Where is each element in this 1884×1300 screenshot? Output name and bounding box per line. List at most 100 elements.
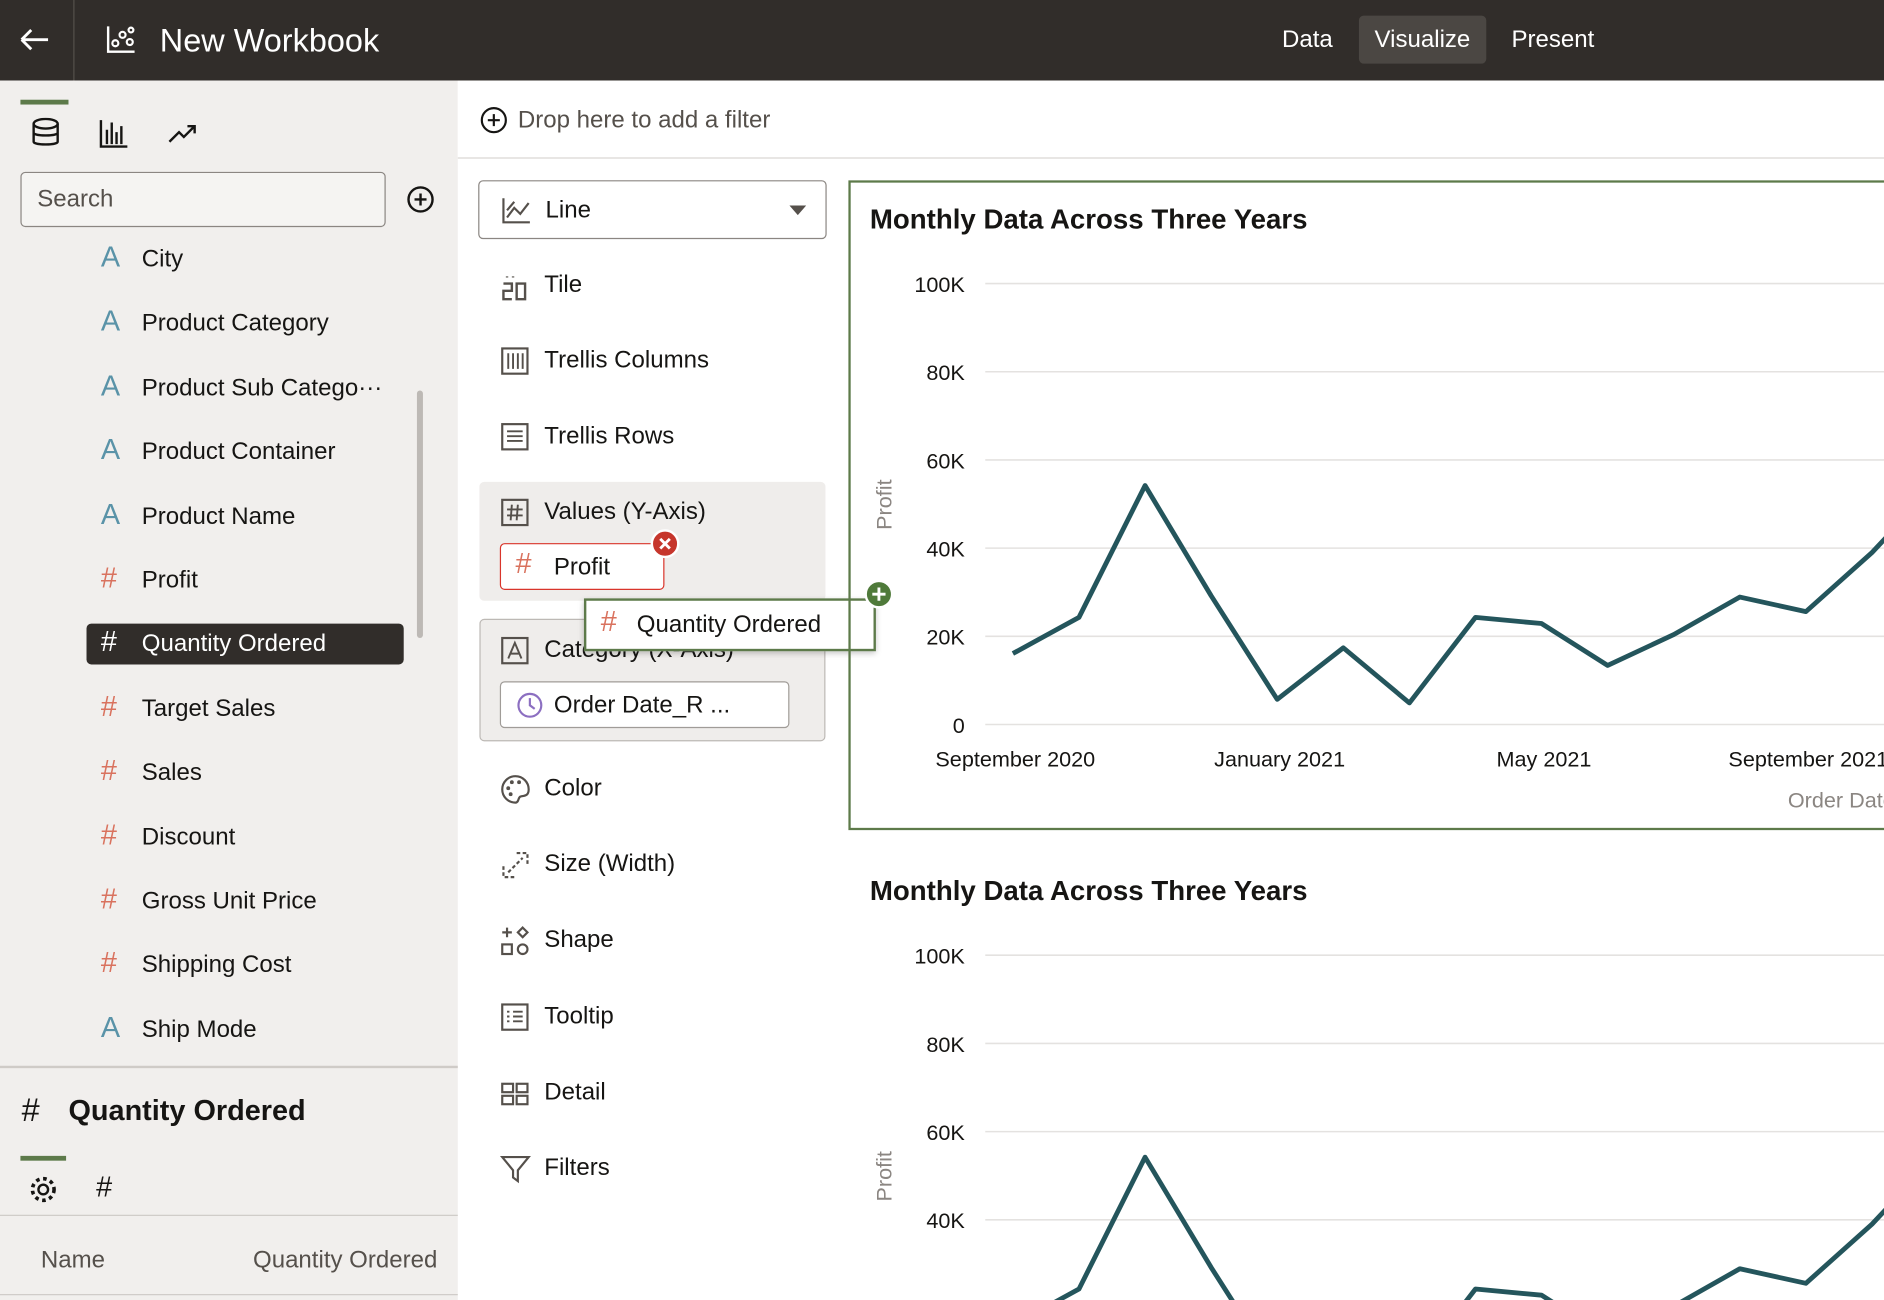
- field-item[interactable]: # Gross Unit Price: [87, 881, 404, 922]
- field-list: A City A Product Category A Product Sub Categ…: [0, 237, 458, 1066]
- y-tick-label: 60K: [926, 1120, 965, 1145]
- y-axis-label: Profit: [872, 479, 897, 529]
- remove-button[interactable]: [650, 529, 680, 559]
- grammar-item[interactable]: Trellis Rows: [544, 422, 675, 450]
- field-icon: A: [100, 369, 121, 403]
- grammar-item[interactable]: Tile: [544, 271, 583, 298]
- dropdown-arrow: [789, 205, 807, 216]
- x-tick-label: September 2021: [1728, 747, 1884, 772]
- chart-type-select[interactable]: Line: [478, 180, 827, 240]
- field-item[interactable]: A Product Name: [87, 496, 404, 537]
- x-tick-label: May 2021: [1497, 747, 1592, 772]
- field-item[interactable]: # Profit: [87, 560, 404, 601]
- field-label: Product Category: [141, 310, 329, 337]
- pill-label: Quantity Ordered: [636, 611, 822, 639]
- field-label: Product Container: [141, 438, 336, 466]
- tab-data[interactable]: Data: [1282, 26, 1333, 53]
- pill-icon: #: [515, 547, 532, 581]
- grammar-item[interactable]: Color: [544, 774, 602, 802]
- field-item[interactable]: # Shipping Cost: [87, 945, 404, 986]
- pill-label: Profit: [553, 553, 611, 581]
- color-icon: [501, 775, 530, 804]
- field-item[interactable]: # Sales: [87, 752, 404, 793]
- analytics-tab-icon[interactable]: [167, 120, 198, 146]
- add-button[interactable]: [406, 185, 435, 214]
- separator: [0, 1214, 458, 1216]
- field-item[interactable]: A City: [87, 239, 404, 280]
- y-tick-label: 40K: [926, 537, 965, 562]
- field-label: Product Name: [141, 502, 296, 530]
- pill-label: Order Date_R ...: [553, 692, 731, 719]
- field-item[interactable]: A Product Sub Catego···: [87, 367, 404, 408]
- y-tick-label: 20K: [926, 625, 965, 650]
- grammar-item[interactable]: Detail: [544, 1078, 606, 1106]
- chart[interactable]: Monthly Data Across Three Years020K40K60…: [848, 180, 1884, 831]
- chart-title: Monthly Data Across Three Years: [870, 203, 1308, 234]
- field-label: Shipping Cost: [141, 952, 292, 979]
- search-box[interactable]: Search: [20, 171, 386, 228]
- x-axis-label: Order Date: [1788, 787, 1884, 812]
- filter-placeholder: Drop here to add a filter: [517, 106, 771, 134]
- pill-icon: #: [600, 605, 617, 639]
- grammar-item[interactable]: Trellis Columns: [544, 347, 709, 374]
- field-label: Gross Unit Price: [141, 887, 317, 915]
- filter-bar[interactable]: Drop here to add a filter: [457, 80, 1884, 159]
- divider: [73, 0, 75, 81]
- grammar-item[interactable]: Shape: [544, 926, 614, 953]
- line-icon: [502, 198, 530, 224]
- grammar-item[interactable]: Tooltip: [544, 1003, 614, 1030]
- y-tick-label: 100K: [914, 944, 965, 969]
- field-item[interactable]: # Discount: [87, 817, 404, 858]
- field-label: Quantity Ordered: [141, 631, 327, 658]
- field-icon: A: [100, 498, 121, 531]
- settings-tab[interactable]: [28, 1174, 59, 1205]
- category-icon: [501, 636, 529, 665]
- separator: [0, 1065, 458, 1069]
- field-icon: A: [100, 433, 121, 467]
- field-icon: #: [100, 883, 117, 916]
- y-axis-label: Profit: [872, 1151, 897, 1201]
- viz-tab-icon[interactable]: [99, 118, 130, 149]
- data-tab-icon[interactable]: [30, 117, 61, 149]
- field-icon: #: [100, 626, 117, 659]
- field-item[interactable]: A Ship Mode: [87, 1009, 404, 1050]
- tab-present[interactable]: Present: [1511, 26, 1595, 53]
- values-label: Values (Y-Axis): [544, 498, 706, 526]
- back-button[interactable]: [17, 24, 53, 55]
- y-tick-label: 40K: [926, 1208, 965, 1233]
- tab-indicator: [20, 99, 69, 105]
- grammar-item[interactable]: Filters: [544, 1154, 610, 1182]
- field-label: Target Sales: [141, 695, 276, 722]
- property-name: Name: [40, 1247, 105, 1274]
- trellis-rows-icon: [501, 423, 529, 451]
- field-label: City: [141, 246, 184, 273]
- line: [1053, 1154, 1884, 1300]
- field-item[interactable]: # Quantity Ordered: [86, 624, 404, 665]
- dragged-pill[interactable]: # Quantity Ordered: [583, 598, 876, 652]
- x-tick-label: January 2021: [1214, 747, 1345, 772]
- tab-visualize[interactable]: Visualize: [1358, 15, 1486, 64]
- field-icon: #: [100, 818, 117, 852]
- field-icon: #: [100, 754, 117, 788]
- field-label: Product Sub Catego···: [141, 374, 383, 402]
- property-value: Quantity Ordered: [253, 1247, 438, 1274]
- y-tick-label: 20K: [926, 1296, 965, 1300]
- chart-border: [848, 180, 1884, 831]
- workbook-icon: [106, 26, 135, 53]
- field-item[interactable]: A Product Category: [87, 303, 404, 344]
- order-date-pill[interactable]: Order Date_R ...: [499, 681, 790, 729]
- tab-indicator: [20, 1155, 67, 1161]
- chart[interactable]: Monthly Data Across Three Years020K40K60…: [848, 852, 1884, 1300]
- y-tick-label: 80K: [926, 360, 965, 385]
- properties-title: Quantity Ordered: [68, 1094, 306, 1128]
- detail-icon: [501, 1082, 529, 1106]
- grammar-item[interactable]: Size (Width): [544, 850, 676, 878]
- shape-icon: [501, 926, 530, 956]
- field-item[interactable]: # Target Sales: [87, 688, 404, 729]
- field-item[interactable]: A Product Container: [87, 432, 404, 473]
- profit-pill[interactable]: # Profit: [499, 543, 665, 590]
- number-tab[interactable]: #: [96, 1171, 113, 1204]
- tile-icon: [502, 276, 527, 301]
- separator: [0, 1294, 458, 1296]
